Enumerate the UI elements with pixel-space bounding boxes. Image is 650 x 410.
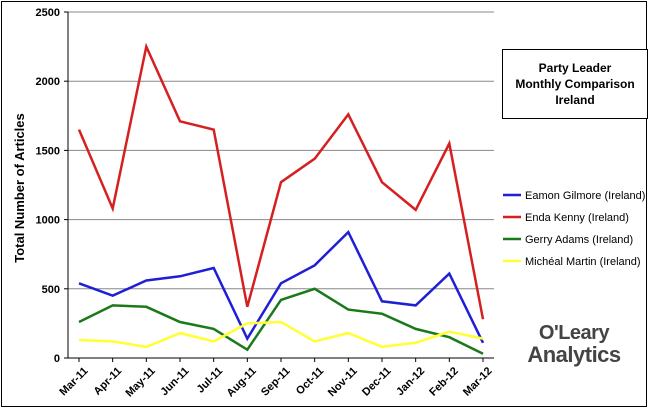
series-line-1	[78, 229, 485, 344]
data-point	[482, 342, 484, 344]
data-point	[314, 264, 316, 266]
chart-title-box: Party Leader Monthly Comparison Ireland	[502, 49, 648, 119]
legend-label: Eamon Gilmore (Ireland)	[525, 190, 645, 202]
data-point	[381, 300, 383, 302]
data-point	[246, 338, 248, 340]
data-point	[280, 299, 282, 301]
x-tick-label: Nov-11	[326, 365, 360, 399]
legend: Eamon Gilmore (Ireland) Enda Kenny (Irela…	[503, 190, 645, 268]
x-tick-labels: Mar-11 Apr-11 May-11 Jun-11 Jul-11 Aug-11 Sep-…	[57, 365, 494, 399]
data-point	[415, 342, 417, 344]
data-point	[381, 346, 383, 348]
x-tick-label: Oct-11	[294, 365, 326, 397]
data-point	[280, 282, 282, 284]
y-tick-label: 2000	[36, 76, 60, 88]
legend-label: Gerry Adams (Ireland)	[525, 234, 633, 246]
x-tick-label: Feb-12	[427, 365, 461, 399]
data-point	[381, 181, 383, 183]
x-tick-label: Dec-11	[360, 365, 394, 399]
data-point	[78, 321, 80, 323]
data-point	[112, 208, 114, 210]
data-point	[145, 346, 147, 348]
data-point	[280, 181, 282, 183]
legend-label: Enda Kenny (Ireland)	[525, 212, 629, 224]
data-point	[145, 306, 147, 308]
data-point	[347, 113, 349, 115]
data-point	[213, 129, 215, 131]
data-point	[179, 332, 181, 334]
y-tick-label: 1000	[36, 215, 60, 227]
series-line-2	[77, 42, 485, 320]
series-line-4	[78, 320, 484, 349]
data-point	[213, 328, 215, 330]
data-point	[112, 304, 114, 306]
y-tick-label: 1500	[36, 145, 60, 157]
chart-title-line-1: Party Leader	[538, 61, 612, 75]
axes	[64, 11, 494, 362]
y-tick-label: 2500	[36, 7, 60, 19]
data-point	[482, 353, 484, 355]
x-tick-label: May-11	[123, 365, 157, 399]
data-point	[448, 331, 450, 333]
watermark-line-2: Analytics	[527, 342, 621, 367]
x-tick-label: Mar-12	[461, 365, 495, 399]
gridlines	[68, 11, 494, 290]
data-point	[347, 332, 349, 334]
watermark-logo: O'Leary Analytics	[518, 322, 630, 366]
series-lines	[77, 42, 485, 355]
y-tick-label: 500	[42, 284, 60, 296]
data-point	[482, 338, 484, 340]
data-point	[314, 340, 316, 342]
data-point	[280, 321, 282, 323]
chart-title-line-2: Monthly Comparison	[515, 77, 635, 91]
data-point	[213, 267, 215, 269]
data-point	[112, 340, 114, 342]
x-tick-label: Aug-11	[224, 365, 258, 399]
x-tick-label: Jun-11	[158, 365, 191, 398]
x-tick-label: Jul-11	[195, 365, 226, 396]
y-tick-label: 0	[54, 353, 60, 365]
data-point	[246, 322, 248, 324]
data-point	[78, 282, 80, 284]
y-tick-labels: 0 500 1000 1500 2000 2500	[36, 7, 60, 365]
data-point	[448, 142, 450, 144]
x-tick-label: Sep-11	[259, 365, 293, 399]
y-axis-label: Total Number of Articles	[12, 113, 27, 263]
data-point	[179, 120, 181, 122]
data-point	[415, 209, 417, 211]
data-point	[145, 46, 147, 48]
series-line-3	[78, 287, 484, 355]
data-point	[112, 295, 114, 297]
x-tick-label: Apr-11	[92, 365, 125, 398]
data-point	[78, 339, 80, 341]
data-point	[482, 318, 484, 320]
x-tick-label: Jan-12	[394, 365, 427, 398]
data-point	[448, 273, 450, 275]
data-point	[179, 275, 181, 277]
data-point	[448, 336, 450, 338]
data-point	[246, 349, 248, 351]
data-point	[314, 288, 316, 290]
data-point	[246, 306, 248, 308]
watermark-line-1: O'Leary	[538, 322, 610, 344]
data-point	[415, 304, 417, 306]
data-point	[314, 158, 316, 160]
data-point	[213, 340, 215, 342]
data-point	[415, 328, 417, 330]
chart-title-line-3: Ireland	[555, 93, 595, 107]
data-point	[381, 313, 383, 315]
data-point	[347, 309, 349, 311]
x-tick-label: Mar-11	[57, 365, 90, 398]
legend-label: Michéal Martin (Ireland)	[525, 256, 641, 268]
data-point	[145, 279, 147, 281]
data-point	[347, 231, 349, 233]
data-point	[179, 321, 181, 323]
data-point	[78, 129, 80, 131]
